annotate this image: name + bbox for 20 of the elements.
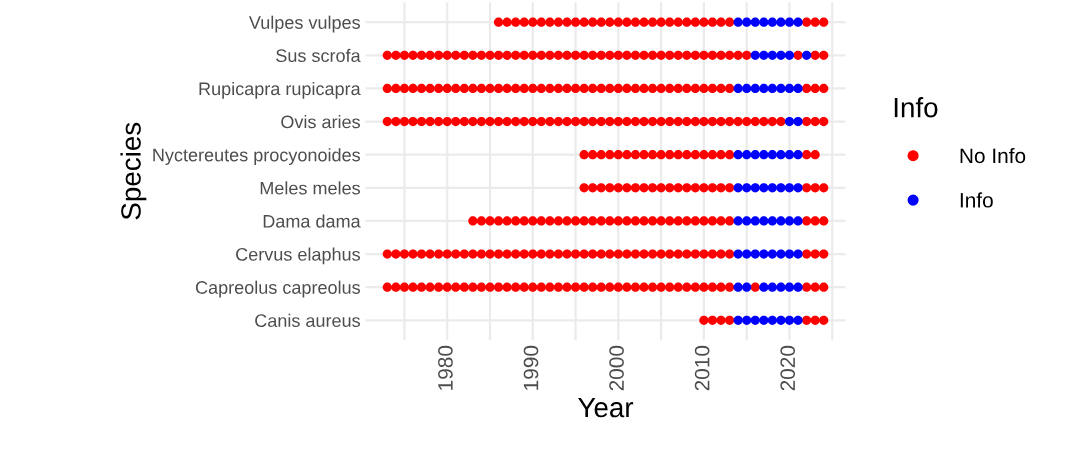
y-tick-label: Dama dama xyxy=(263,214,361,228)
y-tick-label: Rupicapra rupicapra xyxy=(199,81,361,99)
legend-label: No Info xyxy=(960,147,1026,164)
x-tick-label: 1980 xyxy=(438,345,453,390)
y-tick-label: Nyctereutes procyonoides xyxy=(153,148,360,165)
y-tick-label: Capreolus capreolus xyxy=(195,280,360,298)
x-tick-label: 2010 xyxy=(694,345,710,391)
x-tick-label: 1990 xyxy=(523,345,539,390)
y-axis-title: Species xyxy=(120,122,147,220)
y-tick-label: Vulpes vulpes xyxy=(248,15,360,33)
legend-label: Info xyxy=(960,192,993,208)
legend-title: Info xyxy=(894,97,938,118)
y-tick-label: Cervus elaphus xyxy=(236,247,360,265)
y-tick-label: Ovis aries xyxy=(281,115,360,129)
y-tick-label: Canis aureus xyxy=(255,313,360,328)
y-tick-label: Meles meles xyxy=(260,181,360,195)
x-axis-title: Year xyxy=(578,397,634,418)
y-tick-label: Sus scrofa xyxy=(276,48,361,63)
x-tick-label: 2000 xyxy=(609,345,624,391)
x-tick-label: 2020 xyxy=(780,345,796,391)
